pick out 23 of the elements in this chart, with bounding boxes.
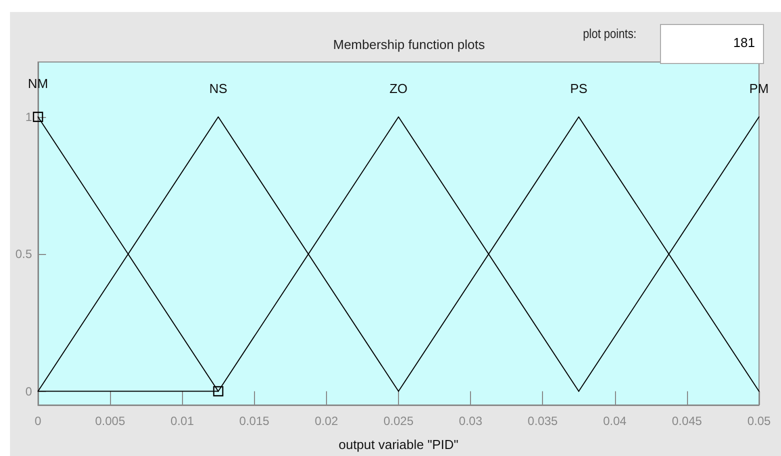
chart-title: Membership function plots: [333, 37, 486, 52]
x-tick-label: 0.025: [383, 414, 414, 428]
series-label: ZO: [389, 80, 408, 96]
series-label: PM: [749, 80, 769, 96]
x-tick-label: 0.005: [95, 414, 126, 428]
x-tick-label: 0.015: [239, 414, 270, 428]
text: plot points:: [583, 26, 636, 41]
x-tick-label: 0: [34, 414, 42, 428]
y-tick-label: 0.5: [15, 247, 32, 262]
x-axis-title: output variable "PID": [338, 437, 459, 452]
x-tick-label: 0.03: [458, 414, 483, 428]
x-tick-label: 0.01: [170, 414, 194, 428]
series-label: PS: [570, 80, 588, 96]
y-tick-label: 1: [25, 110, 32, 124]
text: 181: [660, 24, 764, 64]
x-tick-label: 0.035: [528, 414, 558, 428]
y-tick-label: 0: [25, 384, 32, 398]
series-label: NS: [209, 80, 228, 96]
x-tick-label: 0.04: [603, 414, 627, 428]
series-label: NM: [28, 76, 48, 91]
x-tick-label: 0.02: [314, 414, 338, 428]
x-tick-label: 0.045: [672, 414, 702, 428]
x-tick-label: 0.05: [747, 414, 771, 428]
